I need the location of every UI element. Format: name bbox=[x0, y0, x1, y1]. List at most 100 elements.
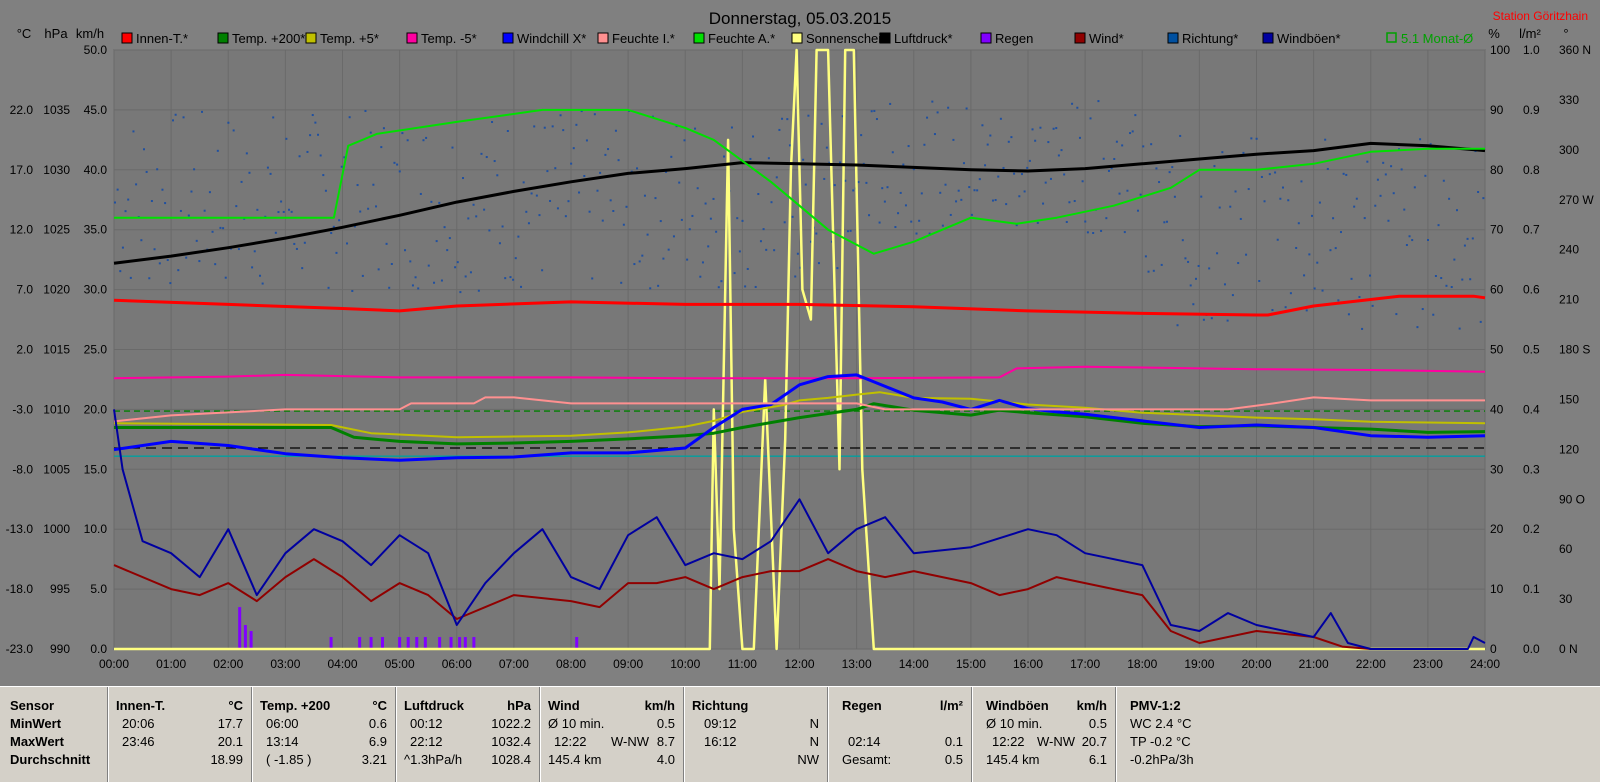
direction-point bbox=[1192, 303, 1195, 306]
legend-label-12: Windböen* bbox=[1277, 31, 1341, 46]
percent-tick-3: 70 bbox=[1490, 223, 1504, 237]
windboeen-avg-value: 6.1 bbox=[1088, 752, 1107, 767]
direction-point bbox=[672, 235, 675, 238]
direction-point bbox=[1068, 201, 1071, 204]
direction-point bbox=[520, 285, 523, 288]
legend-swatch-13 bbox=[1386, 32, 1397, 43]
pressure-tick-0: 1035 bbox=[43, 103, 70, 117]
temp-tick-1: 17.0 bbox=[10, 163, 34, 177]
direction-point bbox=[222, 227, 225, 230]
direction-point bbox=[773, 249, 776, 252]
direction-point bbox=[799, 266, 802, 269]
direction-point bbox=[121, 246, 124, 249]
direction-point bbox=[506, 130, 509, 133]
direction-point bbox=[551, 125, 554, 128]
time-tick-21: 21:00 bbox=[1299, 657, 1329, 671]
luftdruck-unit: hPa bbox=[507, 698, 531, 713]
windboeen-distance: 145.4 km bbox=[986, 752, 1040, 767]
regen-unit: l/m² bbox=[939, 698, 963, 713]
direction-point bbox=[820, 122, 823, 125]
wind-distance: 145.4 km bbox=[548, 752, 602, 767]
direction-point bbox=[251, 266, 254, 269]
direction-point bbox=[549, 199, 552, 202]
direction-point bbox=[786, 118, 789, 121]
direction-point bbox=[1226, 319, 1229, 322]
direction-point bbox=[1469, 278, 1472, 281]
direction-point bbox=[1463, 244, 1466, 247]
direction-point bbox=[617, 159, 620, 162]
direction-point bbox=[224, 276, 227, 279]
rain-bar-8 bbox=[406, 637, 410, 649]
direction-point bbox=[749, 157, 752, 160]
direction-point bbox=[1347, 313, 1350, 316]
innen-max-time: 23:46 bbox=[122, 734, 155, 749]
direction-point bbox=[332, 225, 335, 228]
direction-point bbox=[493, 160, 496, 163]
direction-point bbox=[1034, 139, 1037, 142]
direction-point bbox=[712, 197, 715, 200]
legend-swatch-10 bbox=[1074, 32, 1086, 44]
direction-point bbox=[169, 282, 172, 285]
direction-point bbox=[127, 198, 130, 201]
direction-point bbox=[166, 259, 169, 262]
direction-point bbox=[1165, 220, 1168, 223]
direction-point bbox=[1448, 197, 1451, 200]
time-tick-1: 01:00 bbox=[156, 657, 186, 671]
percent-tick-8: 20 bbox=[1490, 522, 1504, 536]
direction-point bbox=[999, 117, 1002, 120]
direction-point bbox=[962, 162, 965, 165]
direction-point bbox=[1237, 262, 1240, 265]
direction-point bbox=[187, 214, 190, 217]
direction-tick-2: 300 bbox=[1559, 143, 1579, 157]
direction-point bbox=[1397, 148, 1400, 151]
direction-point bbox=[804, 183, 807, 186]
temp200-header: Temp. +200 bbox=[260, 698, 331, 713]
direction-point bbox=[182, 116, 185, 119]
direction-point bbox=[404, 249, 407, 252]
direction-point bbox=[193, 168, 196, 171]
direction-point bbox=[1350, 277, 1353, 280]
rain-tick-2: 0.8 bbox=[1523, 163, 1540, 177]
direction-point bbox=[796, 252, 799, 255]
rain-bar-11 bbox=[438, 637, 442, 649]
direction-point bbox=[535, 194, 538, 197]
direction-point bbox=[237, 248, 240, 251]
direction-point bbox=[1179, 134, 1182, 137]
direction-point bbox=[952, 138, 955, 141]
direction-point bbox=[720, 280, 723, 283]
rain-tick-1: 0.9 bbox=[1523, 103, 1540, 117]
direction-point bbox=[1413, 186, 1416, 189]
direction-point bbox=[153, 248, 156, 251]
direction-point bbox=[1142, 145, 1145, 148]
luftdruck-header: Luftdruck bbox=[404, 698, 464, 713]
direction-point bbox=[580, 110, 583, 113]
direction-point bbox=[556, 207, 559, 210]
direction-point bbox=[351, 289, 354, 292]
direction-point bbox=[314, 121, 317, 124]
axis-unit-label-1: hPa bbox=[44, 26, 68, 41]
temp-tick-2: 12.0 bbox=[10, 223, 34, 237]
legend-swatch-7 bbox=[791, 32, 803, 44]
direction-point bbox=[1081, 180, 1084, 183]
direction-point bbox=[680, 218, 683, 221]
direction-point bbox=[311, 114, 314, 117]
direction-point bbox=[1168, 171, 1171, 174]
direction-point bbox=[904, 204, 907, 207]
legend-swatch-6 bbox=[693, 32, 705, 44]
rain-bar-15 bbox=[472, 637, 476, 649]
direction-point bbox=[1055, 127, 1058, 130]
direction-point bbox=[525, 210, 528, 213]
windboeen-avg10-value: 0.5 bbox=[1088, 716, 1107, 731]
direction-point bbox=[1316, 261, 1319, 264]
direction-point bbox=[1363, 217, 1366, 220]
direction-point bbox=[883, 200, 886, 203]
direction-point bbox=[1218, 206, 1221, 209]
direction-point bbox=[1060, 149, 1063, 152]
direction-point bbox=[148, 277, 151, 280]
direction-point bbox=[419, 192, 422, 195]
direction-point bbox=[293, 242, 296, 245]
regen-total-label: Gesamt: bbox=[842, 752, 892, 767]
direction-point bbox=[696, 187, 699, 190]
direction-point bbox=[1445, 284, 1448, 287]
direction-point bbox=[833, 184, 836, 187]
